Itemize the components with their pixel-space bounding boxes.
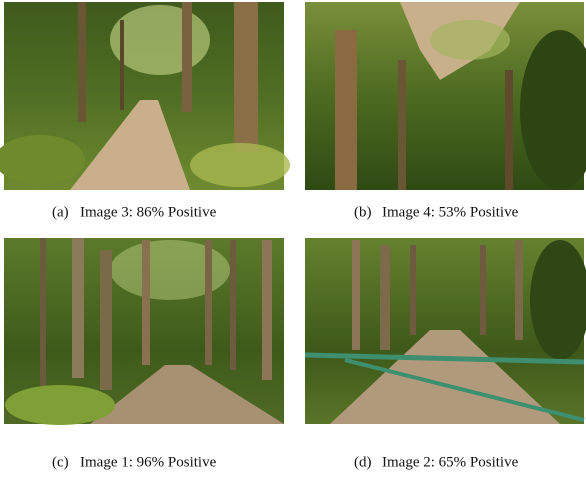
caption: Image 2: 65% Positive bbox=[382, 454, 519, 470]
page: (a) Image 3: 86% Positive (b) Image 4: 5… bbox=[0, 0, 586, 492]
caption: Image 3: 86% Positive bbox=[80, 204, 217, 220]
caption: Image 1: 96% Positive bbox=[80, 454, 217, 470]
caption-label: (b) bbox=[354, 204, 372, 220]
photo-d bbox=[305, 238, 586, 424]
figure: (a) Image 3: 86% Positive (b) Image 4: 5… bbox=[0, 0, 586, 492]
caption: Image 4: 53% Positive bbox=[382, 204, 519, 220]
photo-c bbox=[4, 238, 284, 425]
caption-label: (a) bbox=[52, 204, 69, 220]
photo-a bbox=[0, 2, 290, 190]
photo-b bbox=[305, 2, 586, 190]
caption-label: (c) bbox=[52, 454, 69, 470]
caption-label: (d) bbox=[354, 454, 372, 470]
